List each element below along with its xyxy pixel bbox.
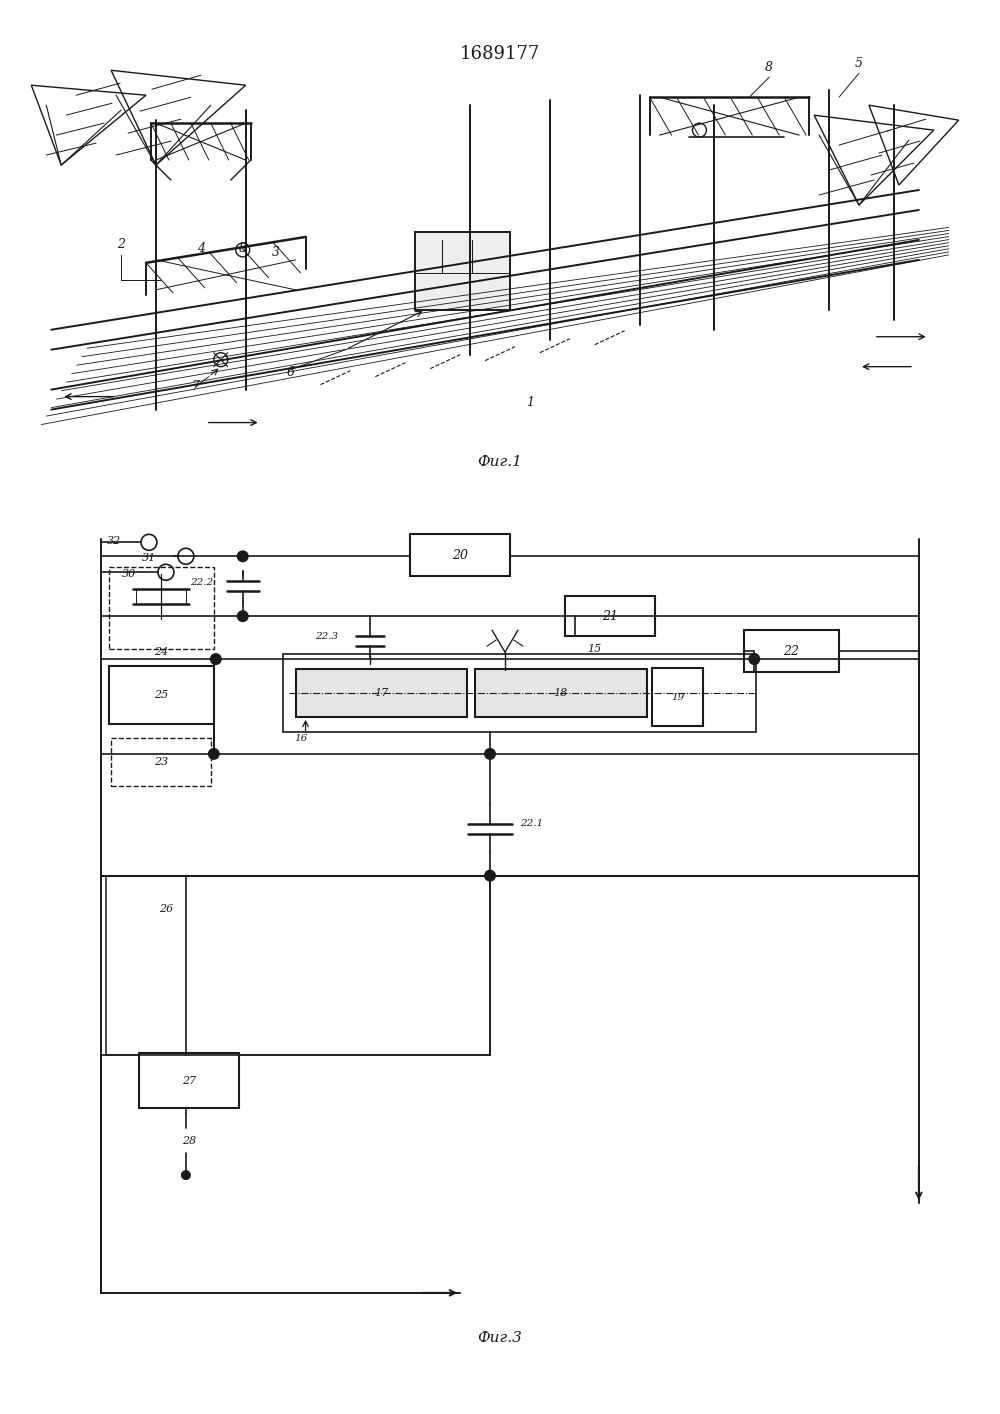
Circle shape — [237, 550, 249, 563]
Text: Фиг.3: Фиг.3 — [478, 1331, 522, 1345]
Text: 2: 2 — [117, 239, 125, 252]
Text: 15: 15 — [588, 645, 602, 655]
Circle shape — [484, 748, 496, 759]
Text: 27: 27 — [182, 1076, 196, 1086]
Bar — [652, 667, 703, 725]
Text: 22: 22 — [783, 645, 799, 658]
Circle shape — [208, 748, 220, 759]
Text: 8: 8 — [765, 61, 773, 74]
Bar — [106, 875, 490, 1055]
Text: 18: 18 — [554, 689, 568, 699]
Bar — [109, 666, 214, 724]
Text: 22.3: 22.3 — [315, 632, 338, 641]
Bar — [415, 232, 510, 310]
Text: 32: 32 — [107, 536, 121, 546]
Text: 1: 1 — [526, 396, 534, 409]
Text: 23: 23 — [154, 756, 168, 766]
Circle shape — [210, 653, 222, 665]
Text: 7: 7 — [192, 380, 200, 393]
Text: 21: 21 — [602, 609, 618, 622]
Bar — [111, 738, 211, 786]
Text: 25: 25 — [154, 690, 168, 700]
Text: 1689177: 1689177 — [460, 45, 540, 64]
Bar — [139, 1053, 239, 1109]
Text: 28: 28 — [182, 1135, 196, 1147]
Text: 8: 8 — [239, 242, 247, 256]
Bar — [109, 567, 214, 649]
Circle shape — [484, 870, 496, 882]
Text: 16: 16 — [294, 734, 307, 742]
Text: 22.2: 22.2 — [190, 578, 213, 587]
Bar — [410, 534, 510, 577]
Text: 22.1: 22.1 — [520, 819, 543, 829]
Text: 31: 31 — [142, 553, 156, 563]
Text: Фиг.1: Фиг.1 — [478, 455, 522, 469]
Text: 20: 20 — [452, 549, 468, 561]
Bar — [744, 631, 839, 672]
Text: 4: 4 — [197, 242, 205, 256]
Circle shape — [569, 611, 581, 622]
Bar — [565, 597, 655, 636]
Circle shape — [237, 611, 249, 622]
Bar — [283, 655, 756, 732]
Text: 19: 19 — [671, 693, 684, 701]
Bar — [475, 669, 647, 717]
Text: 6: 6 — [287, 366, 295, 379]
Text: 17: 17 — [374, 689, 388, 699]
Text: 5: 5 — [855, 57, 863, 69]
Circle shape — [181, 1171, 191, 1181]
Text: 30: 30 — [122, 570, 136, 580]
Text: 26: 26 — [159, 904, 173, 913]
Text: 3: 3 — [272, 246, 280, 259]
Circle shape — [748, 653, 760, 665]
Text: 24: 24 — [154, 648, 168, 658]
Bar — [296, 669, 467, 717]
